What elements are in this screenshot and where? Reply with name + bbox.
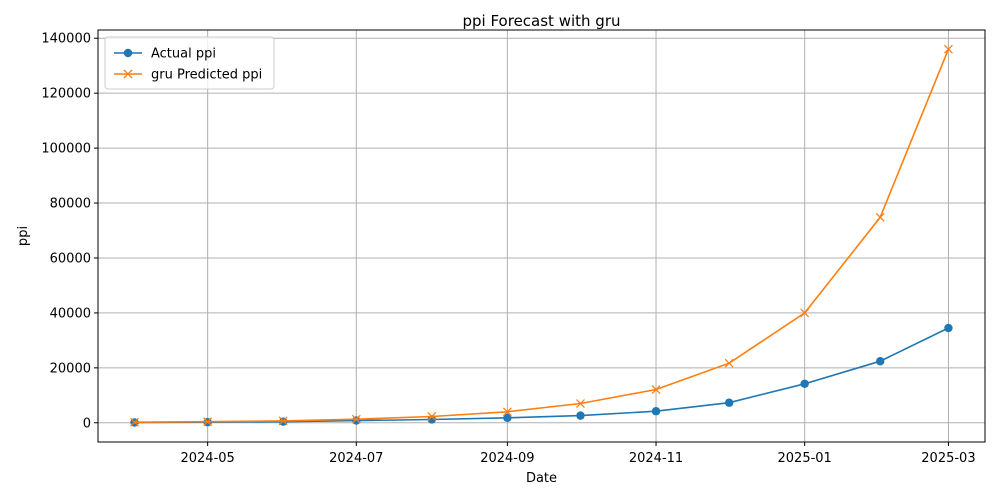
data-point-circle <box>944 323 953 333</box>
series-2 <box>130 44 953 427</box>
legend: Actual ppi gru Predicted ppi <box>104 36 275 90</box>
data-point-circle <box>123 48 133 58</box>
y-tick-label: 120000 <box>41 87 91 102</box>
x-tick-label: 2025-01 <box>778 451 832 466</box>
data-point-circle <box>576 411 585 420</box>
data-point-x <box>943 44 953 54</box>
data-point-circle <box>651 407 661 416</box>
x-tick-label: 2024-09 <box>480 451 534 466</box>
data-point-x <box>351 414 361 424</box>
data-point-x <box>800 308 810 318</box>
x-tick-label: 2024-11 <box>629 451 683 466</box>
x-axis-title: Date <box>526 471 557 486</box>
data-point-x <box>427 411 437 421</box>
series-line <box>134 48 950 423</box>
grid <box>98 30 985 442</box>
legend-label: Actual ppi <box>151 47 216 62</box>
data-point-x <box>123 69 133 79</box>
legend-item: Actual ppi <box>114 47 216 62</box>
y-tick-label: 140000 <box>41 32 91 47</box>
data-point-x <box>278 416 288 426</box>
x-axis-ticks: 2024-05 2024-07 2024-09 2024-11 2025-01 2025-… <box>180 442 976 466</box>
series-layer <box>130 44 953 427</box>
data-point-x <box>724 358 734 368</box>
y-tick-label: 60000 <box>50 251 91 266</box>
y-tick-label: 0 <box>83 416 91 431</box>
data-point-x <box>130 417 140 427</box>
chart-title: ppi Forecast with gru <box>462 12 620 30</box>
x-tick-label: 2024-07 <box>329 451 383 466</box>
data-point-circle <box>800 379 809 388</box>
data-point-circle <box>876 357 885 366</box>
data-point-x <box>576 399 585 409</box>
legend-label: gru Predicted ppi <box>151 68 262 83</box>
x-tick-label: 2025-03 <box>921 451 975 466</box>
data-point-x <box>203 417 213 427</box>
data-point-circle <box>352 416 361 425</box>
y-tick-label: 20000 <box>50 361 91 376</box>
y-axis-ticks: 0 20000 40000 60000 80000 100000 120000 140000 <box>41 32 98 431</box>
y-tick-label: 40000 <box>50 306 91 321</box>
data-point-x <box>651 385 661 394</box>
x-tick-label: 2024-05 <box>180 451 234 466</box>
data-point-circle <box>427 415 437 424</box>
data-point-circle <box>503 413 512 423</box>
legend-box <box>104 36 275 90</box>
y-axis-title: ppi <box>16 226 31 246</box>
plot-frame <box>97 29 986 443</box>
data-point-circle <box>724 398 734 407</box>
y-tick-label: 100000 <box>41 142 91 157</box>
y-tick-label: 80000 <box>50 197 91 212</box>
legend-item: gru Predicted ppi <box>114 68 262 83</box>
data-point-x <box>502 407 512 417</box>
data-point-x <box>875 212 885 222</box>
